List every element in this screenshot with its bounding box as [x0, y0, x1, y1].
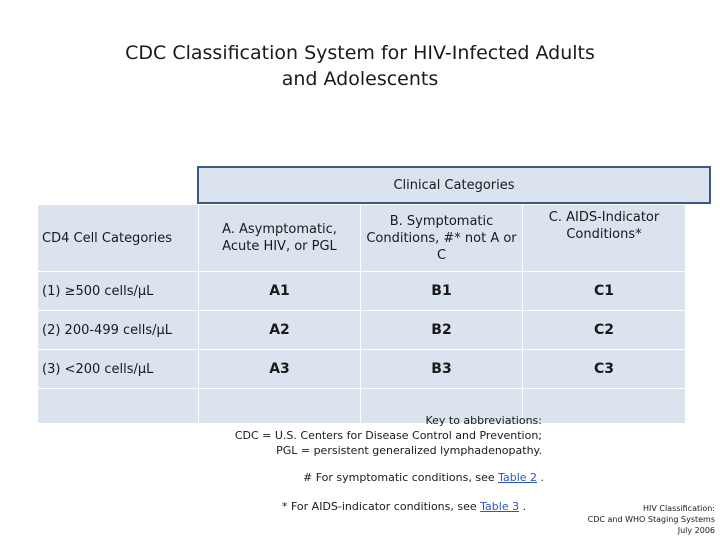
table-3-link[interactable]: Table 3 [480, 500, 520, 513]
empty-cell [198, 388, 361, 424]
table-2-link[interactable]: Table 2 [498, 471, 538, 484]
cell-c3: C3 [522, 349, 686, 389]
classification-table: CD4 Cell Categories A. Asymptomatic, Acu… [37, 204, 686, 424]
empty-cell [360, 388, 523, 424]
cd4-category-3: (3) <200 cells/µL [37, 349, 199, 389]
empty-cell [522, 388, 686, 424]
key-heading: Key to abbreviations: [425, 414, 542, 427]
table-row: (2) 200-499 cells/µL A2 B2 C2 [37, 310, 686, 350]
table-row: (1) ≥500 cells/µL A1 B1 C1 [37, 271, 686, 311]
title-line-2: and Adolescents [281, 68, 439, 90]
aids-note-text: * For AIDS-indicator conditions, see [282, 500, 481, 513]
page-title: CDC Classification System for HIV-Infect… [0, 40, 720, 92]
cd4-category-1: (1) ≥500 cells/µL [37, 271, 199, 311]
symptomatic-note-suffix: . [537, 471, 545, 484]
table-row-empty [37, 388, 686, 424]
symptomatic-note-text: # For symptomatic conditions, see [303, 471, 499, 484]
cell-a2: A2 [198, 310, 361, 350]
slide-footer: HIV Classification: CDC and WHO Staging … [588, 503, 715, 536]
cell-c2: C2 [522, 310, 686, 350]
cell-b1: B1 [360, 271, 523, 311]
category-a-header: A. Asymptomatic, Acute HIV, or PGL [198, 204, 361, 272]
category-c-header: C. AIDS-Indicator Conditions* [522, 204, 686, 272]
cell-a1: A1 [198, 271, 361, 311]
cell-b3: B3 [360, 349, 523, 389]
footer-line-3: July 2006 [677, 526, 715, 535]
title-line-1: CDC Classification System for HIV-Infect… [125, 42, 595, 64]
empty-cell [37, 388, 199, 424]
table-header-row: CD4 Cell Categories A. Asymptomatic, Acu… [37, 204, 686, 272]
cell-b2: B2 [360, 310, 523, 350]
footer-line-2: CDC and WHO Staging Systems [587, 515, 715, 524]
abbreviation-key: Key to abbreviations: CDC = U.S. Centers… [162, 413, 542, 458]
key-cdc: CDC = U.S. Centers for Disease Control a… [234, 429, 542, 442]
aids-note: * For AIDS-indicator conditions, see Tab… [282, 500, 526, 513]
footer-line-1: HIV Classification: [642, 504, 715, 513]
key-pgl: PGL = persistent generalized lymphadenop… [276, 444, 542, 457]
symptomatic-note: # For symptomatic conditions, see Table … [303, 471, 544, 484]
table-row: (3) <200 cells/µL A3 B3 C3 [37, 349, 686, 389]
aids-note-suffix: . [519, 500, 527, 513]
cell-c1: C1 [522, 271, 686, 311]
cd4-categories-header: CD4 Cell Categories [37, 204, 199, 272]
cd4-category-2: (2) 200-499 cells/µL [37, 310, 199, 350]
clinical-categories-header: Clinical Categories [197, 166, 711, 204]
cell-a3: A3 [198, 349, 361, 389]
clinical-categories-label: Clinical Categories [393, 177, 515, 193]
category-b-header: B. Symptomatic Conditions, #* not A or C [360, 204, 523, 272]
